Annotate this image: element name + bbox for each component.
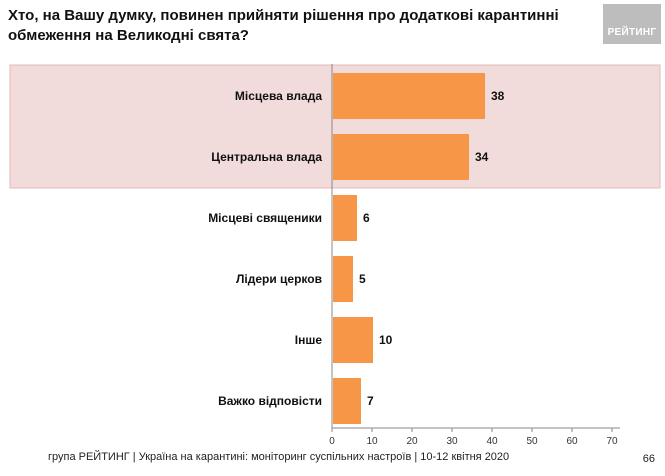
value-label: 7 bbox=[367, 394, 374, 408]
bar bbox=[333, 195, 357, 241]
bar bbox=[333, 73, 485, 119]
bar bbox=[333, 378, 361, 424]
x-tick-label: 20 bbox=[406, 436, 418, 447]
x-tick-label: 50 bbox=[526, 436, 538, 447]
x-tick-label: 10 bbox=[366, 436, 378, 447]
category-label: Лідери церков bbox=[236, 272, 322, 286]
value-label: 34 bbox=[475, 150, 489, 164]
value-label: 6 bbox=[363, 211, 370, 225]
category-label: Місцеві священики bbox=[208, 211, 322, 225]
bar bbox=[333, 134, 469, 180]
category-label: Центральна влада bbox=[211, 150, 322, 164]
footer-source: група РЕЙТИНГ | Україна на карантині: мо… bbox=[48, 451, 510, 463]
chart-title: Хто, на Вашу думку, повинен прийняти ріш… bbox=[8, 7, 559, 44]
bar bbox=[333, 317, 373, 363]
category-label: Місцева влада bbox=[235, 89, 322, 103]
rating-logo: РЕЙТИНГ bbox=[603, 4, 661, 44]
value-label: 10 bbox=[379, 333, 393, 347]
category-label: Інше bbox=[295, 333, 323, 347]
logo-text: РЕЙТИНГ bbox=[607, 27, 657, 38]
x-tick-label: 70 bbox=[606, 436, 618, 447]
x-tick-label: 0 bbox=[329, 436, 335, 447]
category-label: Важко відповісти bbox=[218, 394, 322, 408]
value-label: 38 bbox=[491, 89, 505, 103]
x-tick-label: 60 bbox=[566, 436, 578, 447]
bar bbox=[333, 256, 353, 302]
value-label: 5 bbox=[359, 272, 366, 286]
page-number: 66 bbox=[642, 453, 655, 465]
x-tick-label: 40 bbox=[486, 436, 498, 447]
x-tick-label: 30 bbox=[446, 436, 458, 447]
